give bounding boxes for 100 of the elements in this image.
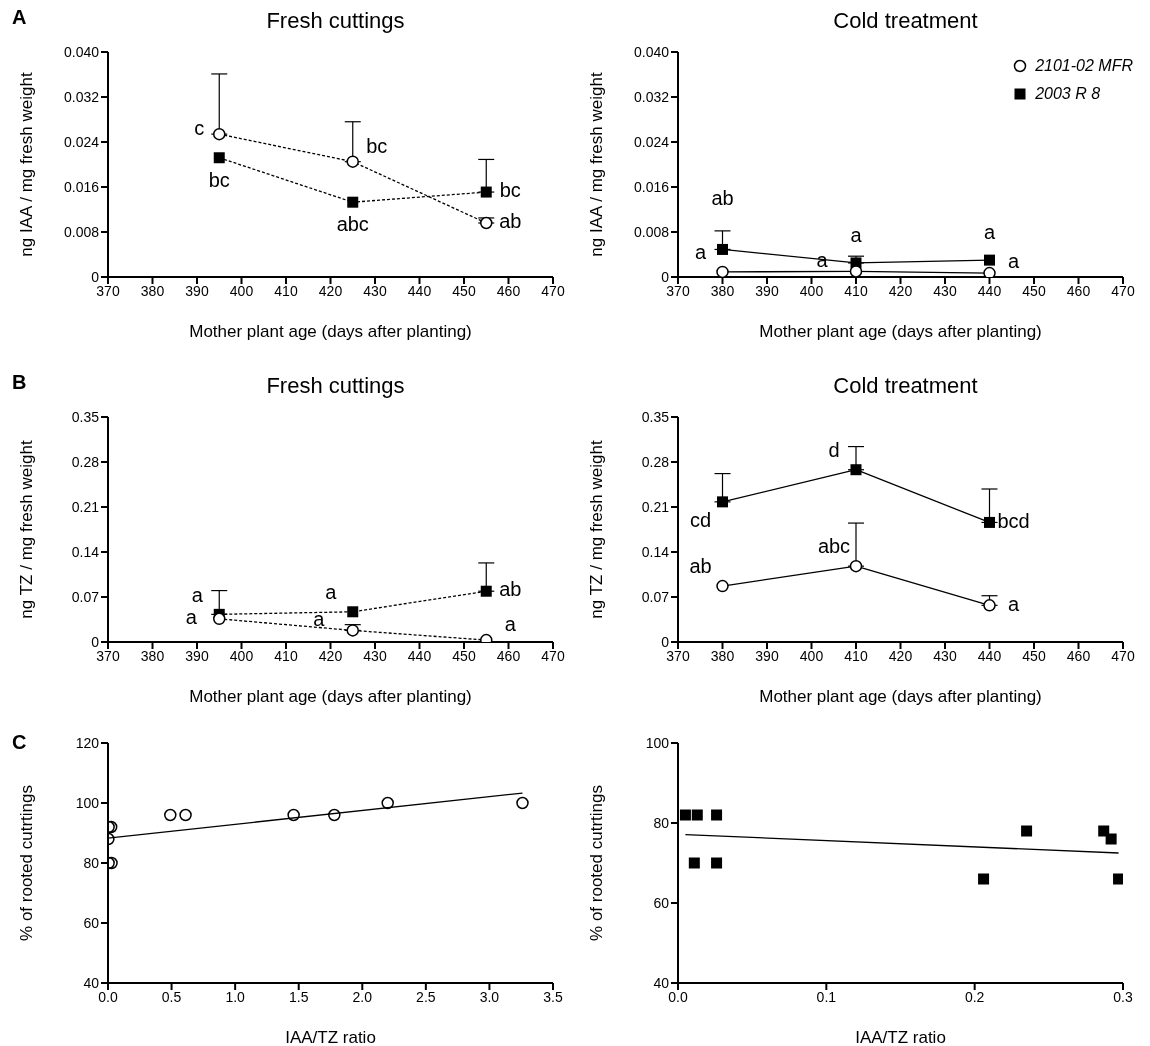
point xyxy=(347,606,359,618)
text: B xyxy=(12,371,27,394)
annotation: bc xyxy=(366,134,388,157)
x-tick-label: 380 xyxy=(710,282,735,299)
x-tick-label: 2.0 xyxy=(352,988,373,1005)
point xyxy=(213,152,225,164)
annotation: ab xyxy=(711,186,734,209)
x-tick-label: 370 xyxy=(666,282,690,299)
x-tick-label: 1.0 xyxy=(225,988,246,1005)
x-tick-label: 0.3 xyxy=(1113,988,1133,1005)
x-tick-label: 0.1 xyxy=(816,988,837,1005)
x-tick-label: 430 xyxy=(933,282,957,299)
point xyxy=(480,216,493,230)
annotation: bcd xyxy=(997,509,1030,532)
y-axis-title: % of rooted cutrtings xyxy=(587,785,607,941)
x-tick-label: 440 xyxy=(407,647,432,664)
point xyxy=(213,127,226,141)
y-tick-label: 0.024 xyxy=(63,133,100,150)
x-tick-label: 0.2 xyxy=(964,988,985,1005)
x-tick-label: 420 xyxy=(888,282,913,299)
point xyxy=(849,559,863,573)
chart-title: Cold treatment xyxy=(832,8,979,35)
x-tick-label: 410 xyxy=(844,647,868,664)
y-tick-label: 0.008 xyxy=(63,223,100,240)
chart-title: Fresh cuttings xyxy=(266,8,405,33)
point xyxy=(346,155,359,168)
x-tick-label: 380 xyxy=(140,647,165,664)
point xyxy=(983,599,996,612)
point xyxy=(717,496,728,508)
y-tick-label: 40 xyxy=(83,974,100,991)
x-tick-label: 2.5 xyxy=(416,988,436,1005)
x-tick-label: 390 xyxy=(185,282,209,299)
y-tick-label: 0 xyxy=(661,633,670,650)
y-tick-label: 60 xyxy=(83,914,100,931)
point xyxy=(688,857,700,869)
x-tick-label: 470 xyxy=(1111,647,1135,664)
x-tick-label: 410 xyxy=(844,282,868,299)
x-tick-label: 460 xyxy=(496,282,521,299)
x-tick-label: 3.5 xyxy=(543,988,563,1005)
y-axis-title: ng TZ / mg fresh weight xyxy=(587,440,607,619)
x-tick-label: 430 xyxy=(363,282,387,299)
point xyxy=(480,186,492,198)
x-tick-label: 450 xyxy=(452,282,476,299)
y-tick-label: 0.28 xyxy=(71,453,100,470)
y-axis-title: ng IAA / mg fresh weight xyxy=(587,72,607,257)
y-tick-label: 0.35 xyxy=(641,408,670,425)
point xyxy=(213,612,226,626)
y-tick-label: 0.21 xyxy=(71,498,100,515)
legend-label: 2003 R 8 xyxy=(1034,84,1102,104)
annotation: c xyxy=(194,117,205,140)
x-tick-label: 410 xyxy=(274,647,298,664)
x-tick-label: 460 xyxy=(496,647,521,664)
annotation: abc xyxy=(336,213,369,236)
x-tick-label: 390 xyxy=(755,282,779,299)
x-tick-label: 400 xyxy=(229,647,254,664)
annotation: a xyxy=(313,607,326,630)
x-axis-title: IAA/TZ ratio xyxy=(285,1028,376,1046)
x-tick-label: 3.0 xyxy=(479,988,500,1005)
x-tick-label: 370 xyxy=(96,647,120,664)
y-tick-label: 0.14 xyxy=(641,543,670,560)
point xyxy=(1098,825,1110,837)
x-tick-label: 460 xyxy=(1066,647,1091,664)
y-tick-label: 0 xyxy=(91,633,100,650)
annotation: a xyxy=(1007,250,1020,273)
x-tick-label: 440 xyxy=(407,282,432,299)
y-tick-label: 0 xyxy=(91,268,100,285)
point xyxy=(1113,873,1123,885)
x-tick-label: 450 xyxy=(452,647,476,664)
annotation: a xyxy=(983,221,996,244)
chart-title: Fresh cuttings xyxy=(266,373,405,398)
annotation: ab xyxy=(499,578,522,601)
x-tick-label: 0.0 xyxy=(98,988,118,1005)
y-tick-label: 0.07 xyxy=(71,588,100,605)
annotation: ab xyxy=(689,555,712,578)
text: A xyxy=(12,6,27,29)
annotation: a xyxy=(504,613,517,636)
x-tick-label: 400 xyxy=(799,282,824,299)
annotation: d xyxy=(828,439,840,461)
x-tick-label: 0.5 xyxy=(161,988,182,1005)
y-tick-label: 0.016 xyxy=(63,178,100,195)
point xyxy=(287,808,300,822)
y-tick-label: 0.21 xyxy=(641,498,670,515)
y-tick-label: 0.07 xyxy=(641,588,670,605)
point xyxy=(179,808,192,822)
x-tick-label: 450 xyxy=(1022,282,1046,299)
x-axis-title: Mother plant age (days after planting) xyxy=(759,322,1042,341)
y-tick-label: 0.040 xyxy=(633,43,670,60)
x-tick-label: 370 xyxy=(96,282,120,299)
x-tick-label: 400 xyxy=(799,647,824,664)
y-tick-label: 100 xyxy=(75,794,100,811)
y-tick-label: 100 xyxy=(645,734,670,751)
y-tick-label: 0.032 xyxy=(633,88,670,105)
x-tick-label: 410 xyxy=(274,282,298,299)
point xyxy=(346,624,359,637)
point xyxy=(716,579,729,593)
y-tick-label: 0.024 xyxy=(633,133,670,150)
y-tick-label: 0.040 xyxy=(63,43,100,60)
x-tick-label: 440 xyxy=(977,647,1002,664)
x-axis-title: Mother plant age (days after planting) xyxy=(189,322,472,341)
point xyxy=(1021,825,1033,837)
